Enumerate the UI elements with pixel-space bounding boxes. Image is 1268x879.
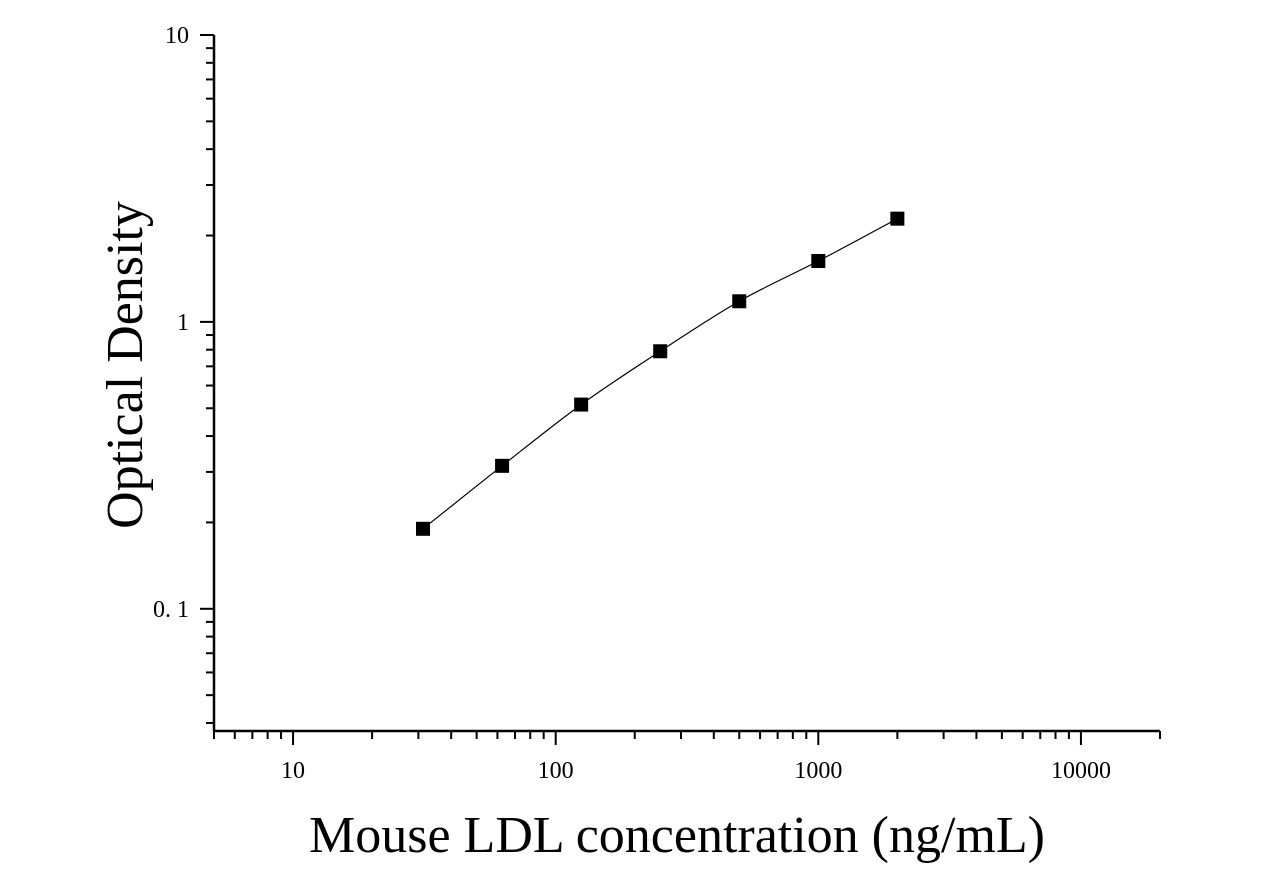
fit-curve <box>422 218 898 530</box>
fit-line-group <box>422 218 898 530</box>
data-point <box>574 397 589 412</box>
y-tick-label: 1 <box>177 310 189 336</box>
x-tick-label: 100 <box>538 758 574 784</box>
minor-ticks <box>206 47 1161 739</box>
y-tick-label: 0. 1 <box>153 597 189 623</box>
major-ticks <box>200 34 1082 745</box>
data-point <box>653 344 668 359</box>
axes <box>212 35 1160 733</box>
data-point <box>890 211 905 226</box>
data-point <box>732 294 747 309</box>
x-tick-label: 10000 <box>1051 758 1111 784</box>
tick-labels: 10 100 1000 10000 0. 1 1 10 <box>153 23 1111 784</box>
data-markers <box>416 211 905 536</box>
y-tick-label: 10 <box>165 23 189 49</box>
x-axis-title: Mouse LDL concentration (ng/mL) <box>309 807 1045 864</box>
data-point <box>495 458 510 473</box>
data-point <box>416 521 431 536</box>
y-axis-title: Optical Density <box>97 201 154 529</box>
data-point <box>811 254 826 269</box>
x-tick-label: 1000 <box>794 758 842 784</box>
x-tick-label: 10 <box>281 758 305 784</box>
